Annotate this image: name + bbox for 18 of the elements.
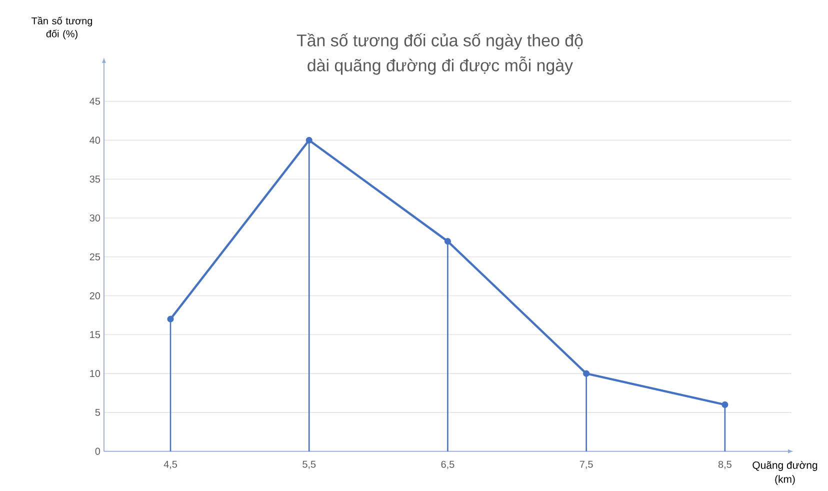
- y-tick-label: 15: [90, 331, 100, 338]
- y-tick-label: 45: [90, 98, 100, 105]
- y-tick-label: 35: [90, 176, 100, 183]
- y-tick-label: 20: [90, 292, 100, 300]
- x-axis-title: Quãng đường (km): [752, 461, 818, 485]
- y-tick-label: 0: [95, 448, 100, 455]
- x-tick-label: 6,5: [441, 460, 454, 470]
- y-tick-label: 30: [90, 214, 100, 222]
- x-tick-label: 7,5: [580, 460, 593, 469]
- y-tick-label: 25: [90, 253, 100, 260]
- y-tick-label: 40: [90, 136, 100, 144]
- x-tick-label: 4,5: [164, 460, 178, 469]
- y-axis-title: Tần số tương đối (%): [32, 16, 92, 40]
- y-tick-label: 5: [95, 408, 100, 416]
- x-tick-label: 8,5: [718, 460, 732, 470]
- y-tick-label: 10: [90, 370, 100, 378]
- x-tick-label: 5,5: [302, 460, 316, 469]
- chart-title: Tần số tương đối của số ngày theo độ dài quãng đường đi được mỗi ngày: [296, 33, 583, 75]
